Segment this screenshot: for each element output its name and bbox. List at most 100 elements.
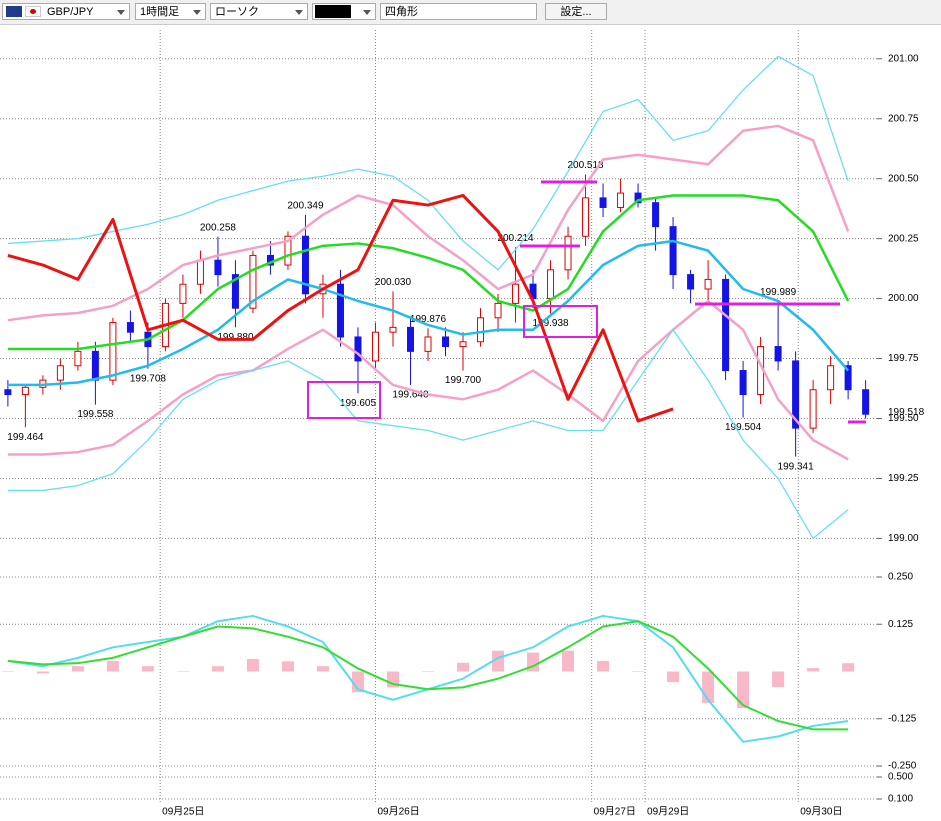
candle-body: [704, 278, 712, 290]
histogram-bar: [141, 666, 154, 672]
high-label: 200.030: [375, 277, 412, 288]
candle-body: [249, 254, 257, 309]
candle-body: [389, 326, 397, 333]
candle-body: [74, 350, 82, 367]
candle-body: [477, 317, 485, 343]
indicator-line: [7, 299, 849, 461]
low-label: 199.341: [778, 461, 815, 472]
candle-body: [582, 197, 590, 237]
candle-body: [424, 336, 432, 352]
y-tick-label: 200.75: [888, 113, 919, 124]
histogram-bar: [421, 671, 434, 672]
histogram-bar: [492, 650, 505, 672]
candle-body: [564, 235, 572, 271]
indicator-line: [7, 620, 849, 731]
histogram-bar: [772, 671, 785, 687]
candle-body: [284, 235, 292, 266]
x-tick-label: 09月25日: [162, 806, 204, 818]
candle-body: [231, 274, 239, 309]
histogram-bar: [176, 671, 189, 672]
histogram-bar: [36, 671, 49, 674]
histogram-bar: [211, 666, 224, 672]
histogram-bar: [737, 671, 750, 709]
y-tick-label: -0.125: [888, 713, 917, 724]
candle-body: [4, 389, 12, 396]
y-tick-label: 199.25: [888, 473, 919, 484]
low-label: 199.708: [130, 373, 167, 384]
low-label: 199.640: [392, 390, 429, 401]
indicator-line: [7, 55, 849, 271]
high-label: 199.989: [760, 287, 797, 298]
low-label: 199.605: [340, 398, 377, 409]
histogram-bar: [351, 671, 364, 693]
y-tick-label: 0.100: [888, 794, 913, 805]
histogram-bar: [1, 671, 14, 672]
candle-body: [21, 386, 29, 396]
candle-body: [809, 389, 817, 429]
candle-body: [371, 331, 379, 362]
candle-body: [56, 365, 64, 381]
drawing-tool: 四角形: [385, 6, 418, 18]
candle-body: [494, 302, 502, 319]
x-tick-label: 09月27日: [594, 806, 636, 818]
last-price-label: 199.518: [888, 407, 925, 418]
histogram-bar: [632, 671, 645, 672]
histogram-bar: [597, 660, 610, 672]
indicator-line: [7, 124, 850, 322]
candle-body: [687, 274, 695, 290]
low-label: 199.558: [77, 409, 114, 420]
drawing-tool-field[interactable]: 四角形: [380, 3, 537, 20]
uk-flag: [6, 6, 22, 17]
x-tick-label: 09月30日: [800, 806, 842, 818]
candle-body: [196, 259, 204, 285]
histogram-bar: [246, 659, 259, 672]
chart-type-select[interactable]: ローソク: [210, 3, 308, 20]
candle-body: [109, 322, 117, 381]
candle-body: [459, 341, 467, 348]
histogram-bar: [71, 666, 84, 672]
candle-body: [652, 202, 660, 228]
user-drawings: [307, 180, 866, 424]
y-tick-label: 201.00: [888, 53, 919, 64]
line-style-select[interactable]: [312, 3, 376, 20]
candle-body: [739, 370, 747, 396]
timeframe-select[interactable]: 1時間足: [135, 3, 206, 20]
candle-body: [301, 235, 309, 295]
candle-body: [336, 283, 344, 338]
candle-body: [354, 336, 362, 362]
indicator-line: [7, 193, 674, 423]
y-tick-label: 0.125: [888, 619, 913, 630]
indicator-line: [7, 329, 849, 540]
histogram-bar: [562, 650, 575, 672]
high-label: 200.349: [287, 201, 324, 212]
histogram-bar: [106, 660, 119, 672]
candle-body: [634, 192, 642, 204]
y-tick-label: -0.250: [888, 761, 917, 772]
low-label: 199.700: [445, 375, 482, 386]
drawn-rectangle: [307, 381, 381, 419]
x-tick-label: 09月26日: [377, 806, 419, 818]
candle-body: [442, 336, 450, 348]
histogram-bar: [807, 668, 820, 672]
candle-body: [669, 226, 677, 276]
histogram-bar: [457, 662, 470, 672]
timeframe: 1時間足: [140, 6, 180, 18]
candle-body: [214, 259, 222, 276]
low-label: 199.938: [532, 318, 569, 329]
symbol-select[interactable]: GBP/JPY: [2, 3, 130, 20]
low-label: 199.464: [7, 432, 44, 443]
y-tick-label: 200.00: [888, 293, 919, 304]
high-label: 200.214: [497, 233, 534, 244]
high-label: 200.258: [200, 222, 237, 233]
chart-type: ローソク: [215, 6, 259, 18]
candle-body: [599, 197, 607, 208]
jp-flag: [25, 6, 41, 17]
line-style-swatch: [315, 5, 351, 18]
settings-button[interactable]: 設定...: [545, 3, 607, 20]
candle-body: [844, 365, 852, 391]
indicator-line: [7, 194, 850, 351]
candle-body: [774, 346, 782, 362]
histogram-bar: [842, 663, 855, 672]
indicator-line: [7, 239, 850, 387]
